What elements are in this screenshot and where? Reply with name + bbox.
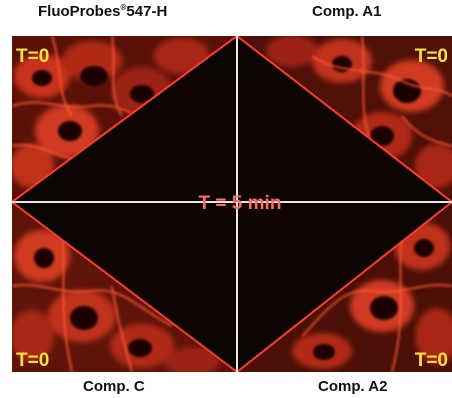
label-registered-mark: ®	[120, 3, 127, 12]
corner-time-bottom-left: T=0	[16, 350, 49, 371]
label-comp-c: Comp. C	[83, 378, 145, 395]
label-fluoprobes-name: FluoProbes	[38, 3, 121, 20]
diamond-outline	[12, 36, 452, 372]
fluorescence-image-panel: T=0 T=0 T=0 T=0 T = 5 min	[12, 36, 452, 372]
corner-time-top-right: T=0	[415, 46, 448, 67]
center-time-label: T = 5 min	[199, 193, 282, 214]
label-comp-a2: Comp. A2	[318, 378, 388, 395]
label-fluoprobes-suffix: 547-H	[126, 3, 168, 20]
fluorescence-micrograph: T=0 T=0 T=0 T=0 T = 5 min	[12, 36, 452, 372]
corner-time-top-left: T=0	[16, 46, 49, 67]
corner-time-bottom-right: T=0	[415, 350, 448, 371]
label-comp-a1: Comp. A1	[312, 3, 382, 20]
label-fluoprobes: FluoProbes®547-H	[38, 3, 168, 20]
